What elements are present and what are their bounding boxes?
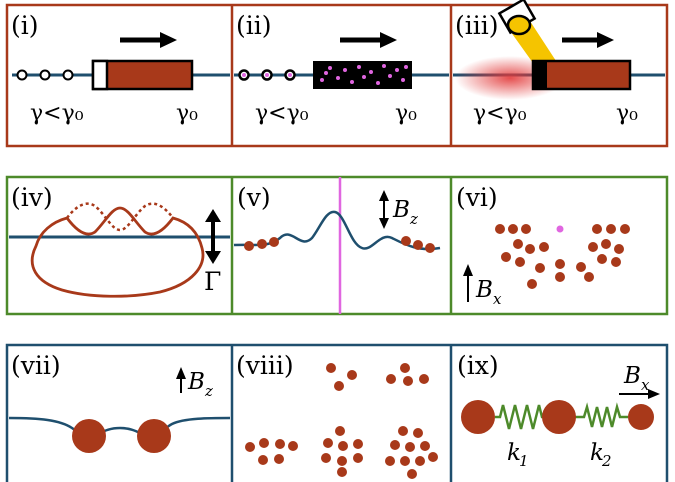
potential-curve xyxy=(8,416,231,438)
panel-label: (ii) xyxy=(236,11,272,40)
panel-vii: (vii) B z xyxy=(8,351,231,453)
spring-2 xyxy=(575,402,628,428)
panel-ii: (ii) γ<γ₀ γ₀ xyxy=(234,11,449,126)
panel-label: (iv) xyxy=(11,183,53,212)
arrow-right-icon xyxy=(120,32,177,48)
arrow-up-icon xyxy=(463,264,473,302)
double-arrow-icon xyxy=(205,209,221,264)
arrow-right-icon xyxy=(340,32,397,48)
hollow-particle xyxy=(62,69,74,81)
defect-dots xyxy=(320,64,408,85)
row-2 xyxy=(5,175,669,316)
panel-label: (ix) xyxy=(457,351,499,380)
field-subscript: z xyxy=(204,382,213,400)
row-3 xyxy=(5,343,669,482)
panel-iii: (iii) γ<γ₀ γ₀ xyxy=(453,0,665,126)
panel-label: (v) xyxy=(237,183,271,212)
panel-viii: (viii) xyxy=(236,351,438,479)
panel-label: (vi) xyxy=(456,183,498,212)
panel-v: (v) B z xyxy=(233,177,441,314)
domain-block xyxy=(91,59,194,91)
domain-block xyxy=(531,59,632,91)
panel-label: (viii) xyxy=(236,351,294,380)
gamma-zero-text: γ₀ xyxy=(395,101,417,126)
domain-wall xyxy=(91,59,109,91)
field-symbol: B xyxy=(392,197,410,223)
field-subscript: x xyxy=(493,290,502,308)
particles xyxy=(244,236,435,253)
gamma-less-text: γ<γ₀ xyxy=(30,101,84,126)
panel-label: (i) xyxy=(11,11,39,40)
gamma-less-text: γ<γ₀ xyxy=(473,101,527,126)
particle xyxy=(72,419,106,453)
loop-dashed xyxy=(66,202,174,232)
hollow-particle xyxy=(16,69,28,81)
particle xyxy=(628,404,654,430)
spring-constant-1: k xyxy=(507,440,521,466)
hollow-particle xyxy=(39,69,51,81)
double-arrow-icon xyxy=(379,190,389,229)
gamma-less-text: γ<γ₀ xyxy=(255,101,309,126)
gamma-symbol: Γ xyxy=(204,267,221,296)
field-symbol: B xyxy=(187,369,205,395)
particle-clusters xyxy=(245,363,438,479)
arrow-right-icon xyxy=(619,389,660,399)
field-subscript: z xyxy=(409,210,418,228)
panel-label: (vii) xyxy=(11,351,61,380)
spring-1 xyxy=(495,404,545,430)
panel-vi: (vi) B x xyxy=(456,183,630,308)
laser-source-icon xyxy=(497,0,537,36)
field-symbol: B xyxy=(623,363,641,389)
gamma-zero-text: γ₀ xyxy=(176,101,198,126)
domain-wall xyxy=(533,61,547,89)
spring-constant-2: k xyxy=(590,440,604,466)
panel-iv: (iv) Γ xyxy=(9,183,230,298)
panel-label: (iii) xyxy=(455,11,499,40)
gamma-zero-text: γ₀ xyxy=(616,101,638,126)
field-subscript: x xyxy=(641,376,650,394)
potential-curve xyxy=(233,210,441,251)
arrow-up-icon xyxy=(176,367,186,393)
panel-i: (i) γ<γ₀ γ₀ xyxy=(11,11,230,126)
particle xyxy=(542,400,576,434)
particle xyxy=(137,419,171,453)
field-symbol: B xyxy=(475,277,493,303)
loop-curve xyxy=(30,206,205,298)
arrow-right-icon xyxy=(562,32,614,48)
particle xyxy=(461,400,495,434)
particles xyxy=(495,224,630,289)
defect-block xyxy=(313,61,412,89)
spring-constant-1-sub: 1 xyxy=(519,452,529,470)
center-defect xyxy=(556,225,564,233)
row-1 xyxy=(5,3,669,148)
panel-ix: (ix) B x k 1 k 2 xyxy=(457,351,660,470)
spring-constant-2-sub: 2 xyxy=(601,452,612,470)
